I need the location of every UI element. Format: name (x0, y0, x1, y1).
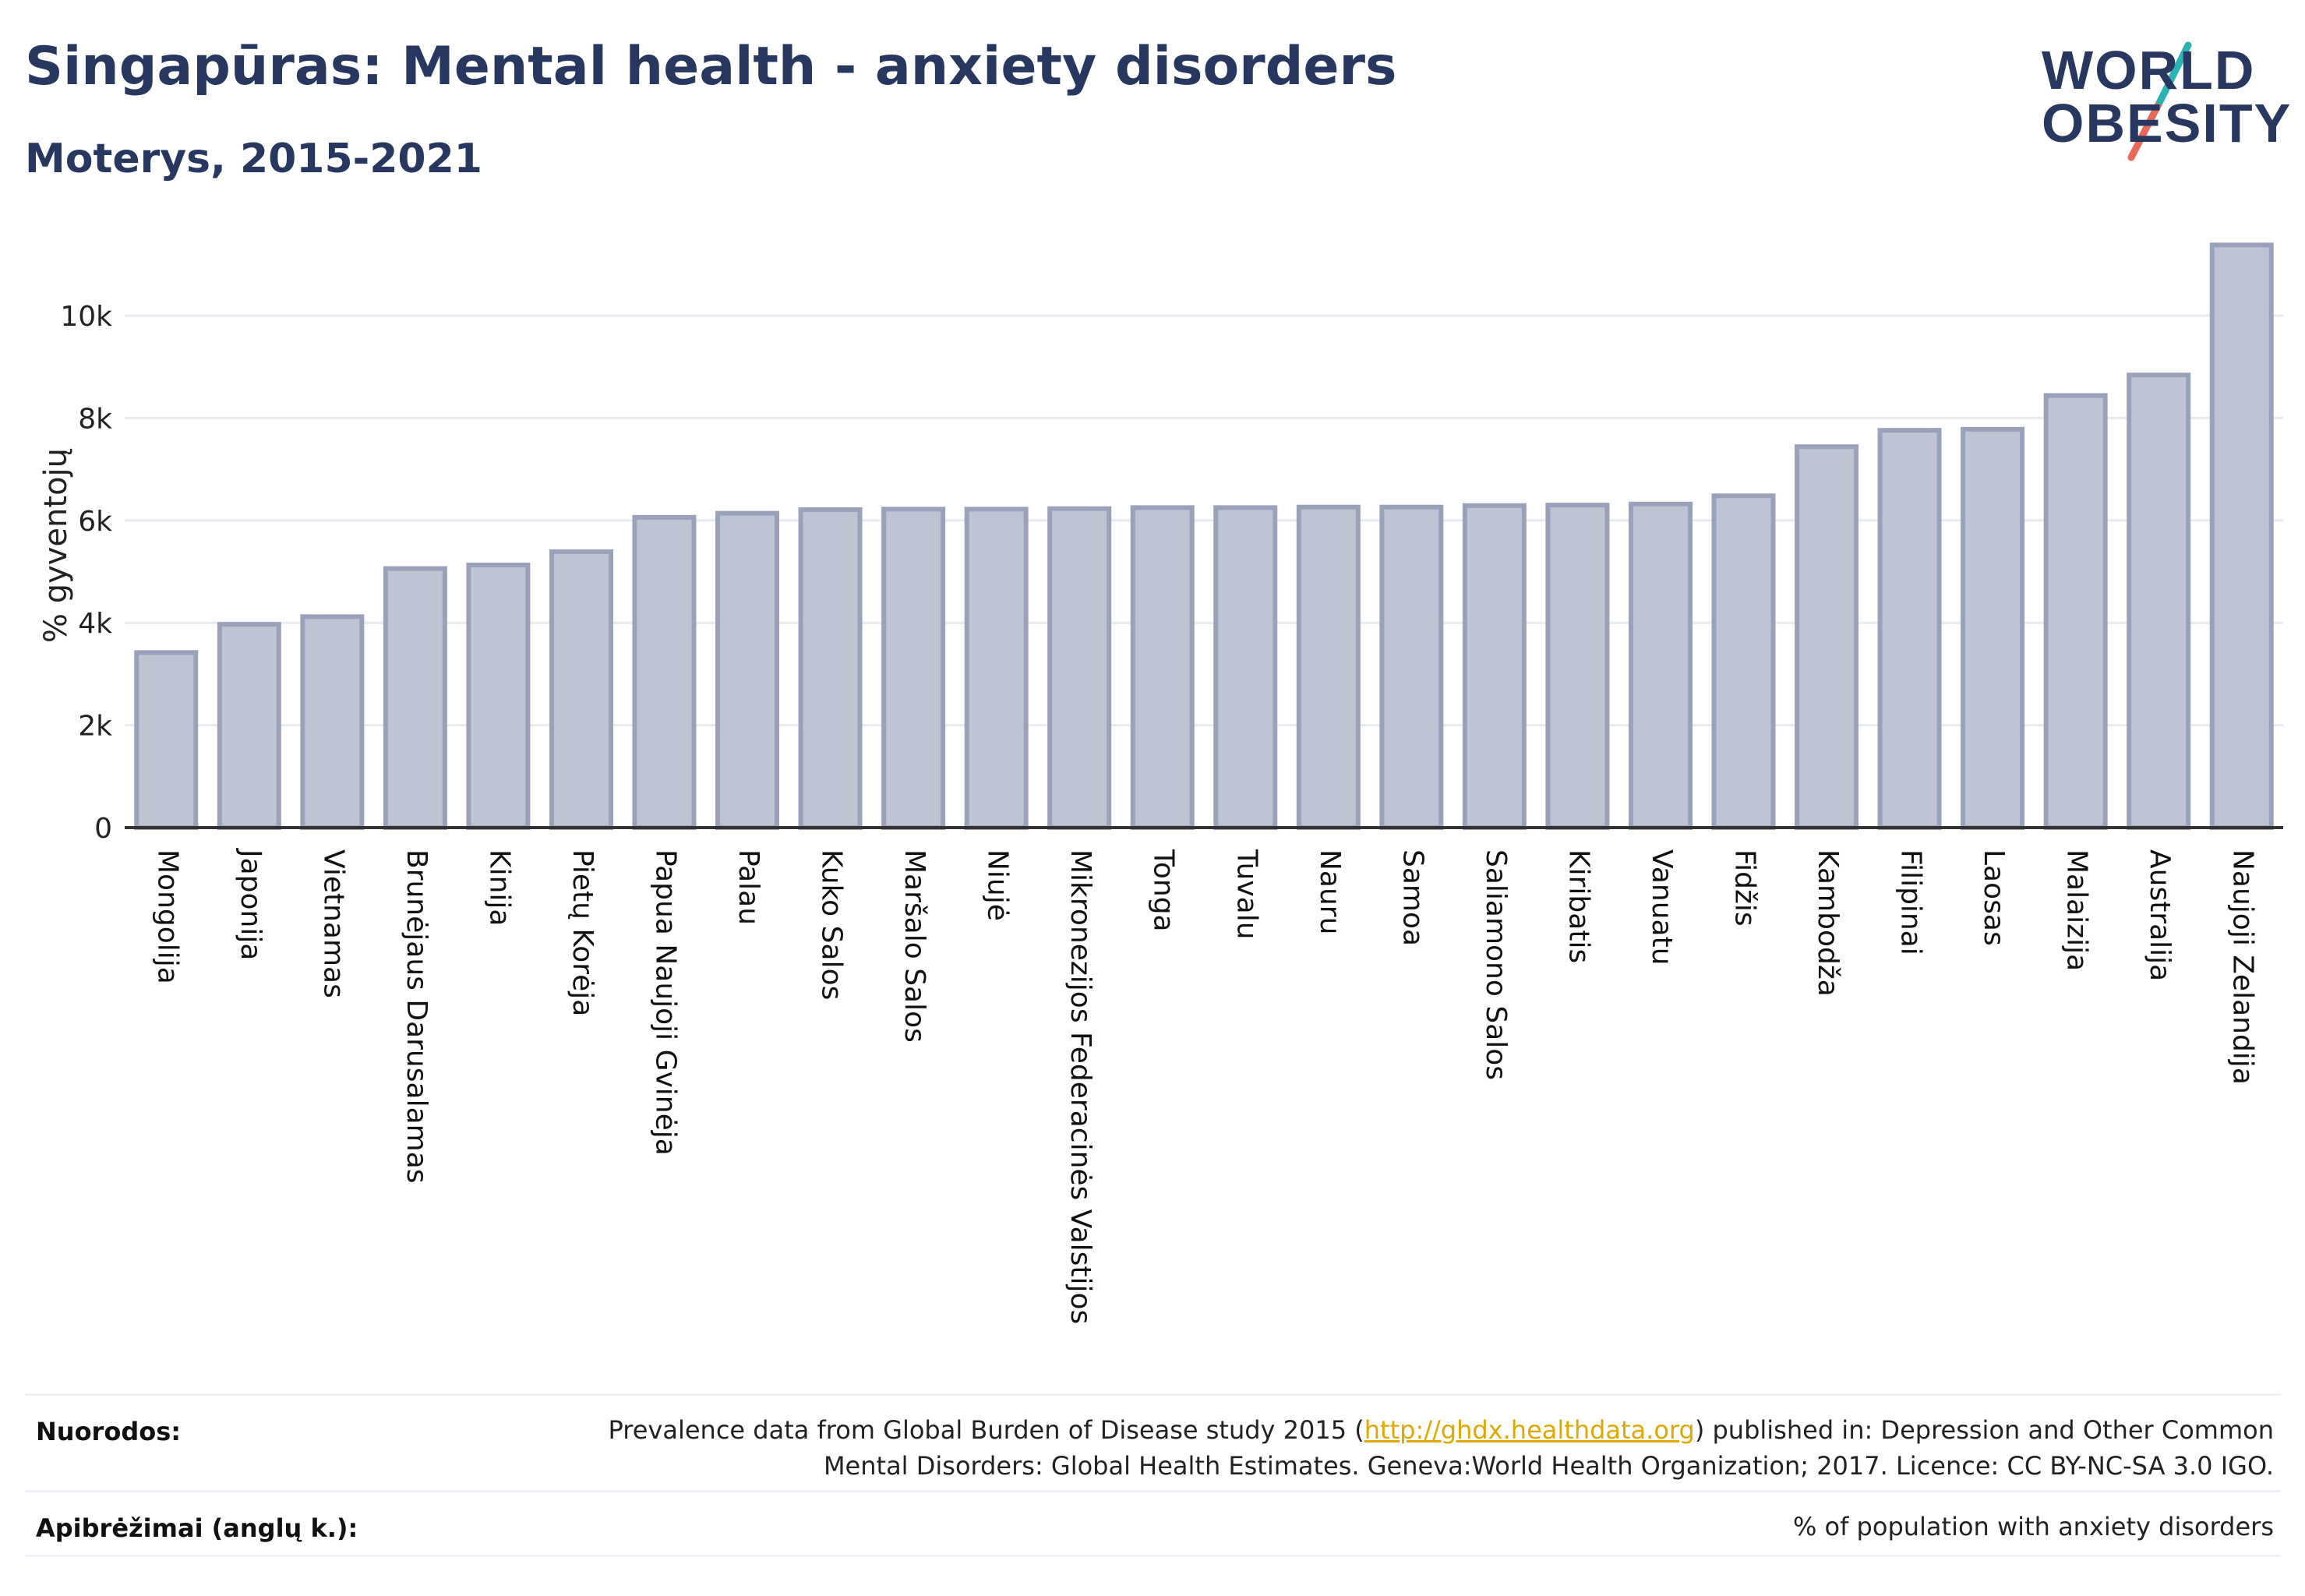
x-tick-label: Australija (2144, 849, 2176, 981)
logo-slash-icon (2127, 41, 2192, 161)
x-tick-label: Malaizija (2061, 849, 2093, 971)
bar[interactable] (466, 562, 531, 830)
bar[interactable] (1795, 444, 1859, 831)
page-subtitle: Moterys, 2015-2021 (25, 136, 482, 182)
x-tick-label: Mikronezijos Federacinės Valstijos (1064, 849, 1096, 1324)
bar[interactable] (1213, 505, 1278, 830)
x-tick-label: Naujoji Zelandija (2227, 849, 2259, 1085)
y-tick-label: 8k (78, 403, 112, 435)
sources-text: Prevalence data from Global Burden of Di… (609, 1412, 2274, 1484)
x-tick-label: Fidžis (1729, 849, 1761, 927)
bar[interactable] (798, 507, 863, 830)
bar[interactable] (1961, 426, 2025, 830)
x-tick-label: Pietų Korėja (567, 849, 598, 1016)
x-tick-label: Kambodža (1812, 849, 1844, 997)
y-tick-label: 6k (78, 506, 112, 538)
y-tick-label: 10k (60, 301, 112, 333)
page-title: Singapūras: Mental health - anxiety diso… (25, 36, 1397, 97)
footer-divider (25, 1555, 2281, 1557)
x-tick-label: Japonija (235, 848, 267, 960)
bar[interactable] (2209, 242, 2274, 831)
x-tick-label: Filipinai (1895, 849, 1927, 955)
bar[interactable] (1130, 505, 1195, 830)
sources-text-line2: Mental Disorders: Global Health Estimate… (823, 1451, 2274, 1481)
sources-link[interactable]: http://ghdx.healthdata.org (1364, 1415, 1695, 1445)
footer-divider (25, 1490, 2281, 1492)
bar[interactable] (300, 614, 365, 830)
x-tick-label: Samoa (1396, 849, 1428, 946)
bar[interactable] (1545, 503, 1610, 831)
x-tick-label: Vanuatu (1646, 849, 1678, 966)
definitions-text: % of population with anxiety disorders (1792, 1512, 2274, 1541)
x-tick-label: Tonga (1148, 849, 1180, 932)
bar[interactable] (1462, 503, 1527, 830)
x-tick-label: Tuvalu (1230, 849, 1262, 940)
x-tick-label: Mongolija (151, 849, 183, 984)
bar[interactable] (881, 507, 946, 830)
sources-label: Nuorodos: (36, 1417, 182, 1446)
logo-text-world: WORLD (2042, 40, 2256, 101)
bar[interactable] (1628, 501, 1693, 830)
bar[interactable] (2127, 373, 2191, 831)
bar[interactable] (1877, 428, 1942, 831)
x-tick-label: Saliamono Salos (1480, 849, 1512, 1080)
bar[interactable] (2043, 393, 2108, 830)
x-tick-label: Kinija (483, 849, 515, 927)
definitions-label: Apibrėžimai (anglų k.): (36, 1513, 358, 1543)
x-tick-label: Vietnamas (317, 849, 349, 998)
bar[interactable] (632, 514, 697, 830)
bar[interactable] (383, 566, 447, 830)
x-tick-label: Laosas (1978, 849, 2010, 946)
bar[interactable] (217, 622, 281, 831)
sources-text-part2: ) published in: Depression and Other Com… (1694, 1415, 2274, 1445)
bar[interactable] (964, 507, 1029, 830)
bar[interactable] (1296, 504, 1361, 831)
x-tick-label: Papua Naujoji Gvinėja (650, 849, 682, 1156)
bar[interactable] (134, 650, 199, 831)
logo-text-obesity: OBESITY (2042, 93, 2293, 154)
x-tick-label: Maršalo Salos (898, 849, 930, 1043)
sources-text-part1: Prevalence data from Global Burden of Di… (608, 1415, 1364, 1445)
bar[interactable] (1047, 506, 1112, 831)
x-tick-label: Palau (732, 849, 764, 925)
y-tick-label: 4k (78, 608, 112, 640)
bar-chart: 0 2k 4k 6k 8k 10k Mongolija Japonija Vietnamas Br… (60, 242, 2283, 1324)
bar[interactable] (715, 510, 780, 830)
x-tick-label: Kuko Salos (816, 849, 848, 1000)
x-tick-label: Brunėjaus Darusalamas (401, 849, 432, 1184)
x-tick-label: Kiribatis (1562, 849, 1594, 963)
bar[interactable] (549, 549, 613, 830)
y-tick-label: 2k (78, 711, 112, 743)
world-obesity-logo: WORLD OBESITY (2026, 23, 2291, 171)
y-tick-label: 0 (94, 813, 112, 845)
bar[interactable] (1711, 493, 1776, 830)
bar[interactable] (1379, 504, 1444, 831)
footer-divider (25, 1393, 2281, 1396)
x-tick-label: Nauru (1314, 849, 1346, 934)
x-tick-label: Niujė (982, 849, 1014, 921)
